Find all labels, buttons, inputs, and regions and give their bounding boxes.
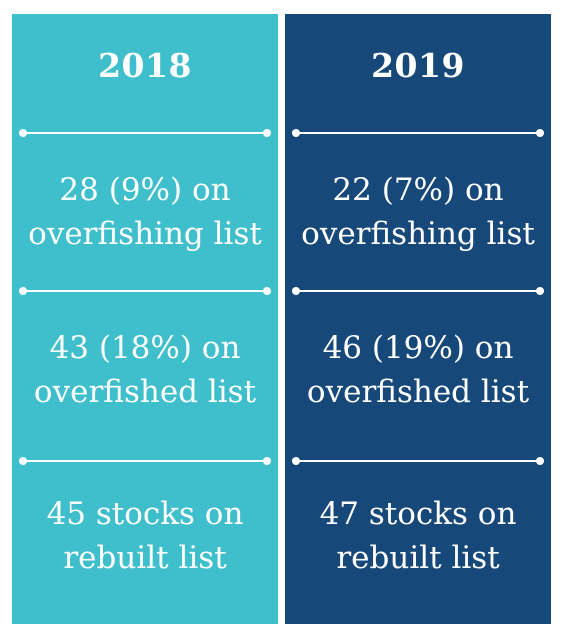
stat-rebuilt: 45 stocks on rebuilt list [12, 492, 278, 580]
stat-line: 22 (7%) on [332, 172, 504, 208]
stat-line: rebuilt list [63, 540, 227, 576]
year-heading: 2019 [371, 46, 465, 85]
divider [19, 129, 271, 137]
stat-line: 28 (9%) on [59, 172, 231, 208]
stat-overfishing: 22 (7%) on overfishing list [285, 168, 551, 256]
stat-line: overfishing list [28, 216, 262, 252]
column-2019: 2019 22 (7%) on overfishing list 46 (19%… [285, 14, 551, 624]
stat-line: overfished list [306, 374, 530, 410]
stat-overfished: 46 (19%) on overfished list [285, 326, 551, 414]
stat-line: 47 stocks on [319, 496, 517, 532]
column-2018: 2018 28 (9%) on overfishing list 43 (18%… [12, 14, 278, 624]
stat-line: 45 stocks on [46, 496, 244, 532]
divider [292, 129, 544, 137]
year-heading: 2018 [98, 46, 192, 85]
stat-line: rebuilt list [336, 540, 500, 576]
divider [292, 287, 544, 295]
stat-line: 46 (19%) on [322, 330, 514, 366]
stat-rebuilt: 47 stocks on rebuilt list [285, 492, 551, 580]
stat-overfishing: 28 (9%) on overfishing list [12, 168, 278, 256]
stat-line: 43 (18%) on [49, 330, 241, 366]
stat-overfished: 43 (18%) on overfished list [12, 326, 278, 414]
divider [19, 287, 271, 295]
stat-line: overfishing list [301, 216, 535, 252]
divider [292, 457, 544, 465]
divider [19, 457, 271, 465]
stat-line: overfished list [33, 374, 257, 410]
